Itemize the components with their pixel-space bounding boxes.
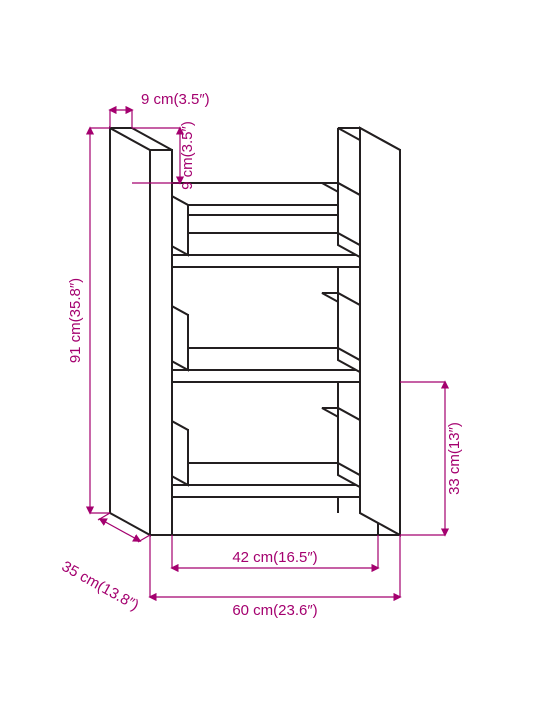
dim-d35: 35 cm(13.8″) (59, 558, 142, 614)
dim-h91: 91 cm(35.8″) (67, 278, 84, 363)
dim-top9: 9 cm(3.5″) (141, 91, 210, 108)
bookshelf-outline (110, 128, 400, 535)
dim-w60: 60 cm(23.6″) (232, 602, 317, 619)
dim-h33: 33 cm(13″) (446, 422, 463, 495)
dim-side9: 9 cm(3.5″) (179, 121, 196, 190)
dim-w42: 42 cm(16.5″) (232, 549, 317, 566)
